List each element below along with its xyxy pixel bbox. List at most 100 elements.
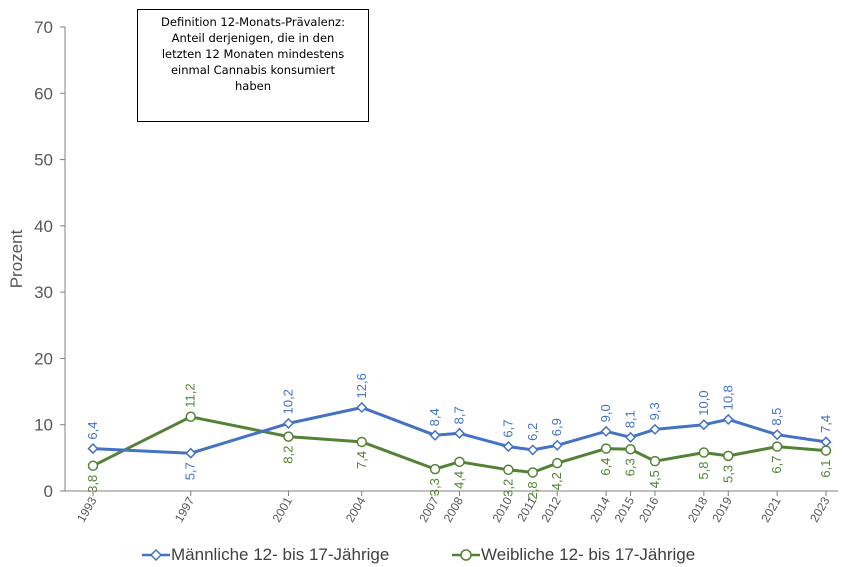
male-data-label: 6,7 [500, 420, 515, 438]
female-data-label: 11,2 [183, 383, 198, 407]
legend-item-male: Männliche 12- bis 17-Jährige [142, 545, 389, 565]
female-data-point [600, 443, 612, 454]
male-data-label: 10,2 [280, 389, 295, 414]
y-axis-title: Prozent [7, 229, 26, 288]
y-tick-label: 0 [44, 482, 53, 501]
male-data-point [356, 401, 368, 414]
y-tick-label: 20 [34, 349, 53, 368]
male-data-point [502, 441, 514, 453]
female-data-point [649, 455, 661, 467]
annotation-line: einmal Cannabis konsumiert [170, 63, 336, 77]
annotation-line: haben [235, 79, 271, 93]
male-data-label: 8,4 [427, 408, 442, 426]
annotation-line: Definition 12-Monats-Prävalenz: [161, 15, 345, 29]
x-tick-label: 2016 [636, 494, 662, 524]
annotation-line: Anteil derjenigen, die in den [171, 31, 335, 45]
y-tick-label: 60 [34, 84, 53, 103]
male-data-label: 9,3 [647, 402, 662, 420]
x-tick-label: 1997 [172, 494, 198, 524]
female-data-point [283, 431, 294, 442]
series-line-female [92, 415, 827, 474]
x-tick-label: 2021 [758, 494, 784, 524]
x-tick-label: 2023 [807, 494, 833, 524]
male-data-point [624, 431, 637, 443]
female-data-label: 4,5 [647, 470, 662, 488]
female-data-point [723, 450, 734, 462]
x-tick-label: 2014 [587, 494, 613, 524]
x-tick-label: 2004 [343, 494, 369, 524]
male-data-point [87, 443, 99, 455]
y-tick-label: 10 [34, 416, 53, 435]
male-data-point [429, 429, 441, 441]
line-chart: 0 10 20 30 40 50 60 70 Prozent 1993 1997 2001 2004 20… [7, 18, 838, 525]
female-data-label: 4,2 [549, 472, 564, 490]
legend-label-male: Männliche 12- bis 17-Jährige [171, 545, 390, 564]
female-data-point [454, 456, 465, 468]
y-tick-label: 50 [34, 151, 53, 170]
female-data-label: 7,4 [354, 451, 369, 469]
legend-label-female: Weibliche 12- bis 17-Jährige [481, 545, 696, 564]
male-data-label: 10,0 [696, 390, 711, 415]
male-data-point [453, 427, 466, 439]
male-data-label: 6,2 [525, 423, 540, 441]
male-data-point [185, 447, 197, 459]
female-data-point [185, 411, 196, 423]
female-data-label: 6,3 [623, 458, 638, 476]
y-tick-label: 30 [34, 283, 53, 302]
y-tick-label: 70 [34, 18, 53, 37]
female-data-label: 6,4 [598, 458, 613, 476]
female-data-label: 3,8 [85, 475, 100, 493]
x-tick-label: 2018 [685, 494, 711, 524]
legend-item-female: Weibliche 12- bis 17-Jährige [452, 545, 695, 565]
x-tick-label: 2008 [441, 494, 467, 524]
x-tick-label: 2001 [270, 494, 296, 524]
female-data-point [625, 443, 636, 455]
male-data-label: 8,7 [452, 406, 467, 424]
female-data-label: 5,3 [720, 465, 735, 483]
female-data-point [771, 441, 783, 452]
male-data-label: 8,1 [623, 410, 638, 428]
female-data-point [698, 447, 710, 458]
diamond-marker-icon [142, 548, 170, 562]
male-data-point [600, 425, 612, 437]
annotation-line: letzten 12 Monaten mindestens [161, 47, 345, 61]
x-tick-label: 2019 [709, 494, 735, 524]
male-data-point [551, 439, 563, 451]
series-line-male [92, 406, 827, 455]
female-data-label: 3,2 [500, 479, 515, 497]
female-data-label: 6,1 [818, 460, 833, 478]
x-tick-label: 2007 [416, 494, 442, 524]
female-data-label: 6,7 [769, 456, 784, 474]
female-data-point [503, 464, 514, 476]
male-data-label: 6,9 [549, 418, 564, 436]
female-data-label: 5,8 [696, 462, 711, 480]
male-data-point [722, 413, 734, 425]
male-data-label: 12,6 [354, 373, 369, 398]
female-data-point [429, 463, 441, 475]
male-data-point [820, 436, 832, 448]
x-tick-label: 2010 [489, 494, 515, 524]
male-data-point [649, 423, 661, 435]
female-data-label: 4,4 [452, 471, 467, 489]
female-data-point [551, 457, 563, 469]
male-data-point [527, 444, 539, 456]
x-tick-label: 2015 [612, 494, 638, 524]
male-data-point [771, 429, 783, 441]
male-data-label: 7,4 [818, 415, 833, 433]
female-data-point [356, 436, 368, 448]
male-data-label: 9,0 [598, 404, 613, 422]
male-data-point [282, 417, 295, 429]
male-data-point [698, 419, 710, 431]
female-data-point [527, 467, 539, 478]
x-tick-label: 2012 [538, 494, 564, 524]
female-data-label: 8,2 [280, 446, 295, 464]
y-tick-label: 40 [34, 217, 53, 236]
x-tick-label: 1993 [74, 494, 100, 524]
male-data-label: 5,7 [183, 462, 198, 480]
male-data-label: 8,5 [769, 408, 784, 426]
female-data-label: 3,3 [427, 478, 442, 496]
female-data-label: 2,8 [525, 481, 540, 499]
female-data-point [820, 445, 832, 456]
female-data-point [87, 460, 99, 472]
circle-marker-icon [452, 549, 480, 561]
